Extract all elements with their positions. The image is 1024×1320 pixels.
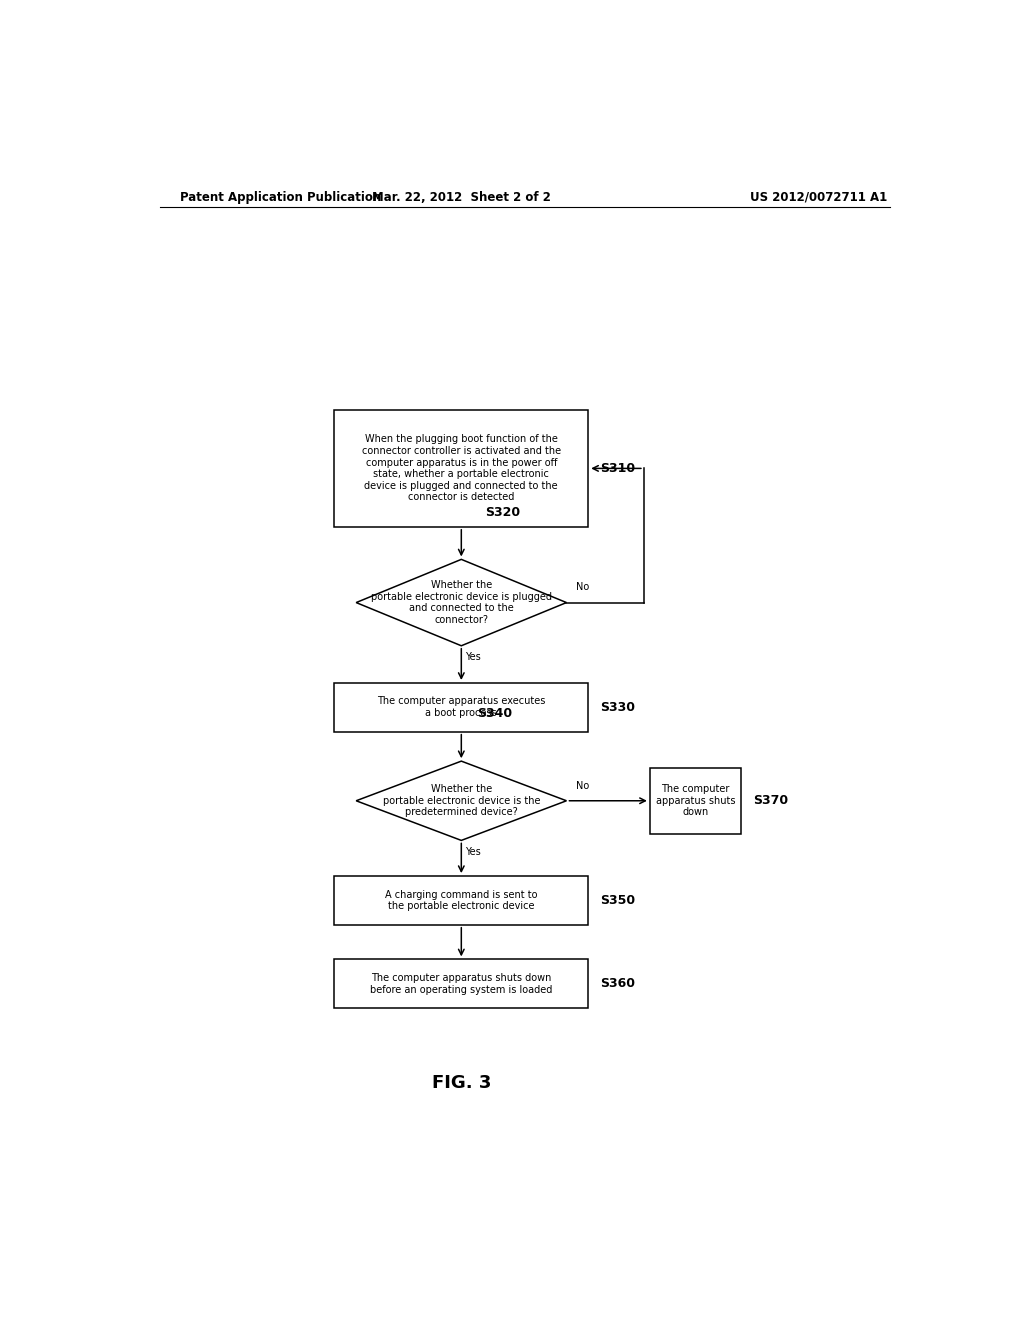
Text: No: No xyxy=(575,582,589,593)
Text: S360: S360 xyxy=(600,977,635,990)
Text: No: No xyxy=(575,780,589,791)
FancyBboxPatch shape xyxy=(334,960,588,1008)
Text: S330: S330 xyxy=(600,701,635,714)
Text: Yes: Yes xyxy=(465,652,481,661)
Text: Mar. 22, 2012  Sheet 2 of 2: Mar. 22, 2012 Sheet 2 of 2 xyxy=(372,190,551,203)
Text: S370: S370 xyxy=(753,795,788,808)
Polygon shape xyxy=(356,560,566,645)
FancyBboxPatch shape xyxy=(650,768,741,834)
Polygon shape xyxy=(356,762,566,841)
Text: FIG. 3: FIG. 3 xyxy=(432,1074,490,1093)
Text: Patent Application Publication: Patent Application Publication xyxy=(179,190,381,203)
FancyBboxPatch shape xyxy=(334,411,588,527)
Text: Whether the
portable electronic device is plugged
and connected to the
connector: Whether the portable electronic device i… xyxy=(371,581,552,624)
Text: The computer apparatus shuts down
before an operating system is loaded: The computer apparatus shuts down before… xyxy=(370,973,553,994)
Text: S320: S320 xyxy=(485,506,520,519)
Text: Whether the
portable electronic device is the
predetermined device?: Whether the portable electronic device i… xyxy=(383,784,540,817)
Text: When the plugging boot function of the
connector controller is activated and the: When the plugging boot function of the c… xyxy=(361,434,561,503)
Text: US 2012/0072711 A1: US 2012/0072711 A1 xyxy=(750,190,887,203)
Text: S310: S310 xyxy=(600,462,635,475)
Text: S340: S340 xyxy=(477,708,512,721)
Text: Yes: Yes xyxy=(465,846,481,857)
Text: A charging command is sent to
the portable electronic device: A charging command is sent to the portab… xyxy=(385,890,538,911)
FancyBboxPatch shape xyxy=(334,682,588,731)
Text: The computer apparatus executes
a boot process: The computer apparatus executes a boot p… xyxy=(377,697,546,718)
Text: S350: S350 xyxy=(600,894,635,907)
FancyBboxPatch shape xyxy=(334,876,588,925)
Text: The computer
apparatus shuts
down: The computer apparatus shuts down xyxy=(655,784,735,817)
